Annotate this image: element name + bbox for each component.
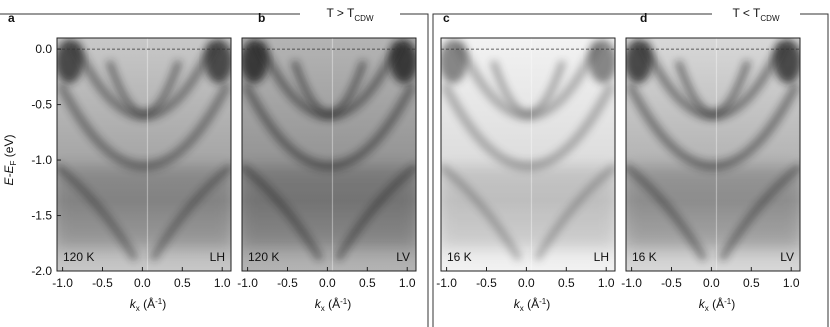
spectrum-image xyxy=(441,38,615,271)
x-label-unit: (Å xyxy=(524,296,539,311)
panel: b 120 K LV -1.0 -0.5 0.0 0.5 1.0 kx (Å-1) xyxy=(237,11,417,313)
x-label-sub: x xyxy=(705,304,709,313)
x-label-sub: x xyxy=(520,304,524,313)
spectrum-image xyxy=(57,38,231,271)
y-tick-label: -1.0 xyxy=(31,153,52,167)
x-label-sup: -1 xyxy=(155,297,163,306)
x-tick-label: 0.5 xyxy=(558,276,575,290)
panel-label: a xyxy=(8,11,15,25)
x-tick-label: 1.0 xyxy=(783,276,800,290)
plot-frame xyxy=(56,37,232,272)
x-tick-label: -1.0 xyxy=(52,276,73,290)
x-axis-label: kx (Å-1) xyxy=(514,296,550,313)
x-label-main: k xyxy=(699,297,706,311)
x-tick-label: -1.0 xyxy=(237,276,258,290)
x-tick-label: 0.5 xyxy=(359,276,376,290)
y-tick-label: -0.5 xyxy=(31,98,52,112)
polarization-label: LH xyxy=(594,250,609,264)
band-feature xyxy=(105,60,183,118)
y-tick-label: -1.5 xyxy=(31,209,52,223)
band-feature xyxy=(489,60,567,118)
group-label-main: T > T xyxy=(326,6,355,20)
panel-label: d xyxy=(640,11,647,25)
y-tick-label: 0.0 xyxy=(35,42,52,56)
x-label-sub: x xyxy=(321,304,325,313)
x-tick-label: -1.0 xyxy=(436,276,457,290)
panel: c 16 K LH -1.0 -0.5 0.0 0.5 1.0 kx (Å-1) xyxy=(436,11,616,313)
shade xyxy=(57,166,231,248)
shade xyxy=(242,166,416,248)
plot-frame xyxy=(625,37,801,272)
x-label-unit: (Å xyxy=(325,296,340,311)
spectrum-image xyxy=(242,38,416,271)
band-feature xyxy=(674,60,752,118)
x-label-sup: -1 xyxy=(340,297,348,306)
y-tick-label: -2.0 xyxy=(31,264,52,278)
x-tick-label: -0.5 xyxy=(277,276,298,290)
temperature-label: 16 K xyxy=(447,250,472,264)
shade xyxy=(626,166,800,248)
x-label-close: ) xyxy=(162,297,166,311)
x-tick-label: 0.0 xyxy=(703,276,720,290)
group-label-sub: CDW xyxy=(760,14,780,23)
group-label-main: T < T xyxy=(732,6,761,20)
panel: a 120 K LH -1.0 -0.5 0.0 0.5 1.0 0.0 -0.5 -1.0 -1.5… xyxy=(8,11,232,313)
plot-frame xyxy=(241,37,417,272)
x-tick-label: -0.5 xyxy=(476,276,497,290)
x-label-unit: (Å xyxy=(709,296,724,311)
x-tick-label: 1.0 xyxy=(598,276,615,290)
x-tick-label: 0.5 xyxy=(743,276,760,290)
y-label-sub: F xyxy=(9,160,18,165)
x-label-sub: x xyxy=(136,304,140,313)
x-label-close: ) xyxy=(546,297,550,311)
temperature-label: 16 K xyxy=(632,250,657,264)
y-label-main: E-E xyxy=(2,164,16,185)
y-label-unit: (eV) xyxy=(2,135,16,161)
polarization-label: LV xyxy=(396,250,410,264)
x-tick-label: 0.0 xyxy=(134,276,151,290)
polarization-label: LV xyxy=(780,250,794,264)
x-label-main: k xyxy=(514,297,521,311)
x-label-close: ) xyxy=(731,297,735,311)
panel-label: c xyxy=(443,11,450,25)
group-label-sub: CDW xyxy=(354,14,374,23)
x-tick-label: 0.0 xyxy=(518,276,535,290)
group-label: T > TCDW xyxy=(326,6,373,23)
temperature-label: 120 K xyxy=(63,250,94,264)
x-tick-label: -1.0 xyxy=(621,276,642,290)
x-axis-label: kx (Å-1) xyxy=(315,296,351,313)
x-tick-label: 1.0 xyxy=(399,276,416,290)
x-label-main: k xyxy=(130,297,137,311)
x-label-close: ) xyxy=(347,297,351,311)
x-axis-label: kx (Å-1) xyxy=(699,296,735,313)
x-tick-label: 0.5 xyxy=(174,276,191,290)
group-label: T < TCDW xyxy=(732,6,779,23)
x-tick-label: 1.0 xyxy=(214,276,231,290)
shade xyxy=(441,166,615,248)
x-label-sup: -1 xyxy=(539,297,547,306)
x-tick-label: -0.5 xyxy=(92,276,113,290)
x-tick-label: 0.0 xyxy=(319,276,336,290)
panel: d 16 K LV -1.0 -0.5 0.0 0.5 1.0 kx (Å-1) xyxy=(621,11,801,313)
x-label-sup: -1 xyxy=(724,297,732,306)
x-axis-label: kx (Å-1) xyxy=(130,296,166,313)
spectrum-image xyxy=(626,38,800,271)
plot-frame xyxy=(440,37,616,272)
x-tick-label: -0.5 xyxy=(661,276,682,290)
group-frame xyxy=(432,13,829,327)
x-label-unit: (Å xyxy=(140,296,155,311)
y-axis-label: E-EF (eV) xyxy=(2,135,18,186)
temperature-label: 120 K xyxy=(248,250,279,264)
polarization-label: LH xyxy=(210,250,225,264)
panel-label: b xyxy=(258,11,265,25)
group-frame xyxy=(0,13,429,327)
x-label-main: k xyxy=(315,297,322,311)
band-feature xyxy=(290,60,368,118)
